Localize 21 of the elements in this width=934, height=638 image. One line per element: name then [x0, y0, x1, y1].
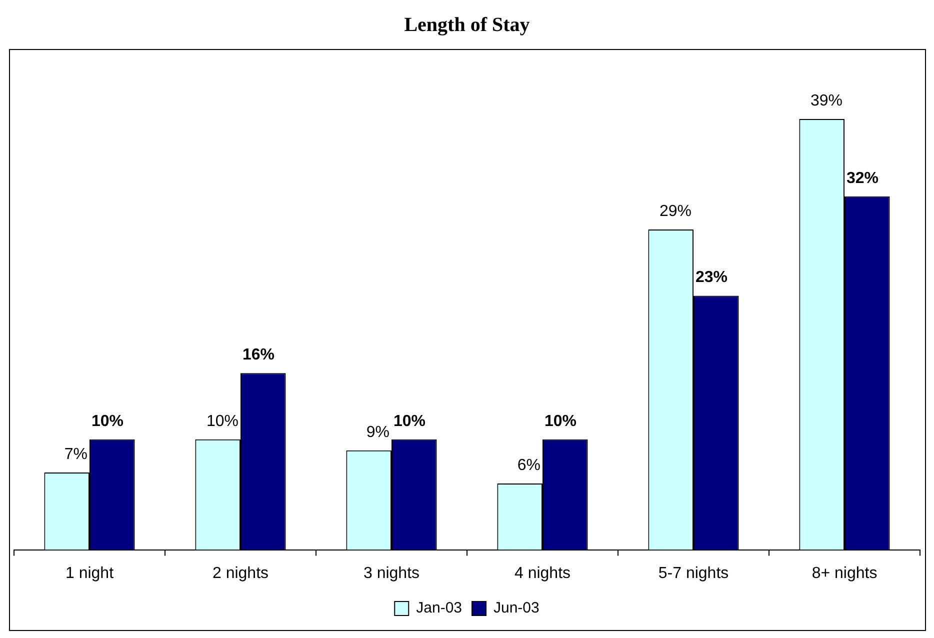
data-label: 10% — [206, 412, 238, 430]
data-label: 10% — [92, 412, 124, 430]
data-label: 7% — [64, 446, 88, 463]
data-label: 29% — [659, 202, 692, 220]
data-label: 32% — [846, 170, 879, 187]
x-tick-label: 2 nights — [212, 564, 269, 582]
data-label: 16% — [242, 346, 275, 364]
data-label: 10% — [394, 412, 426, 430]
x-tick-label: 4 nights — [514, 564, 571, 582]
legend-label: Jun-03 — [494, 600, 540, 617]
x-tick-label: 3 nights — [363, 564, 420, 582]
x-tick-label: 1 night — [65, 564, 114, 582]
legend-label: Jan-03 — [416, 600, 462, 617]
x-tick-label: 8+ nights — [812, 564, 878, 582]
chart-title: Length of Stay — [404, 14, 530, 36]
data-label: 6% — [517, 456, 540, 474]
data-label: 9% — [366, 424, 390, 441]
data-label: 10% — [544, 412, 577, 430]
data-label: 23% — [696, 269, 728, 286]
data-label: 39% — [810, 92, 842, 110]
x-tick-label: 5-7 nights — [658, 564, 729, 582]
